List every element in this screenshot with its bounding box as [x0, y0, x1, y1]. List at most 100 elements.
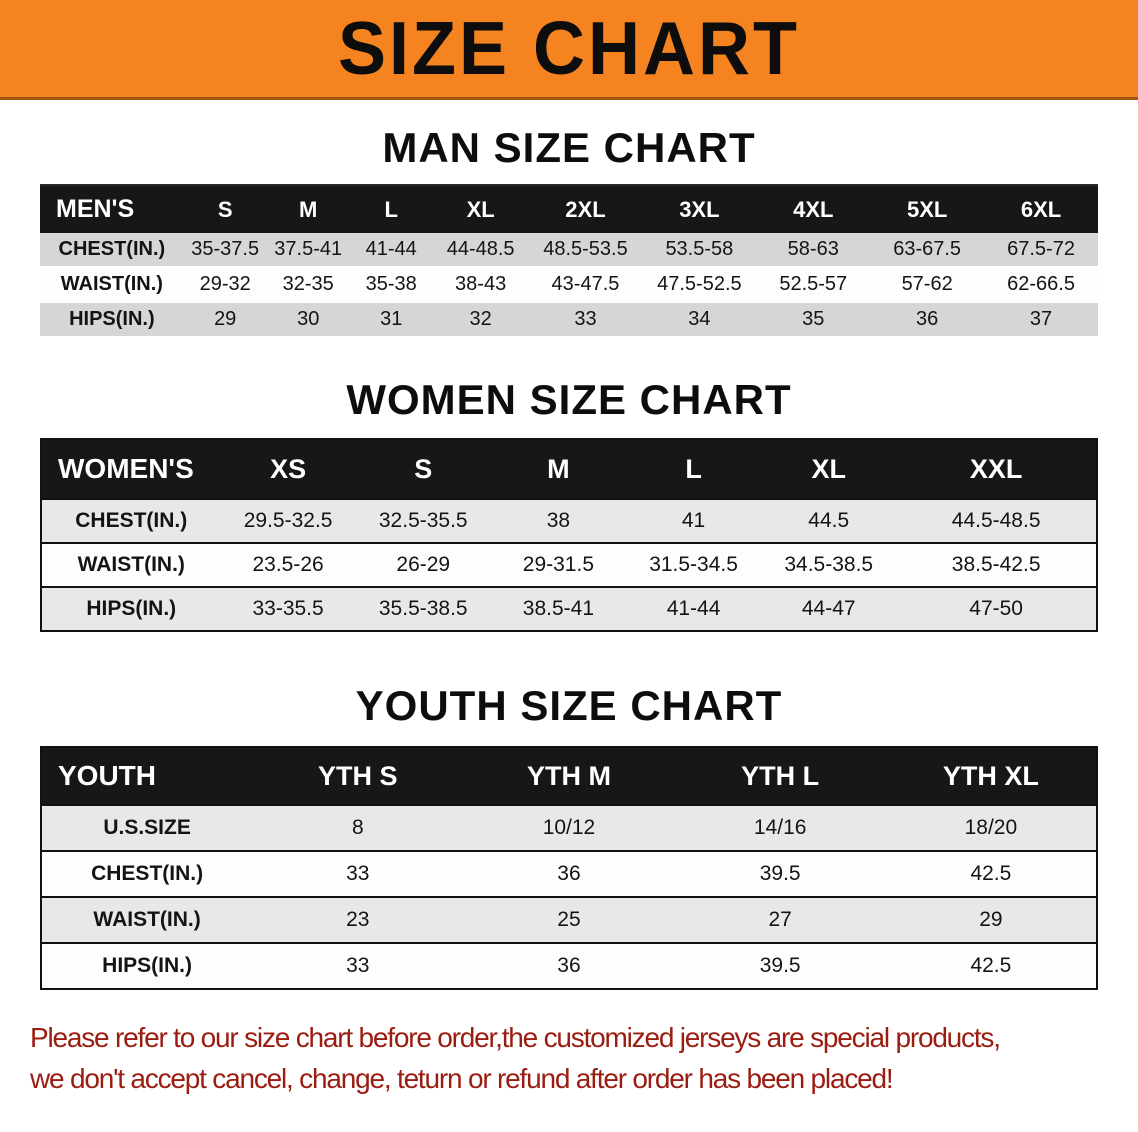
value-cell: 47.5-52.5	[642, 267, 757, 303]
row-label-cell: WAIST(IN.)	[93, 908, 201, 931]
value-cell: 29.5-32.5	[243, 509, 333, 532]
value-cell: 38	[546, 509, 571, 532]
value-cell: 53.5-58	[642, 233, 757, 268]
youth-size-table: YOUTH YTH S YTH M YTH L YTH XL U.S.SIZE 8 10/12…	[40, 746, 1098, 990]
value-cell: 39.5	[759, 862, 801, 885]
value-cell: 32	[432, 302, 529, 338]
value-cell: 42.5	[970, 954, 1012, 977]
value-cell: 57-62	[870, 267, 985, 303]
table-title-cell: WOMEN'S	[41, 439, 221, 499]
row-label-cell: CHEST(IN.)	[40, 233, 184, 268]
table-row: WAIST(IN.) 23.5-26 26-29 29-31.5 31.5-34.5 34…	[41, 543, 1097, 587]
row-label-cell: WAIST(IN.)	[77, 553, 185, 576]
size-header-cell: 6XL	[984, 185, 1098, 233]
value-cell: 39.5	[759, 954, 801, 977]
size-header-cell: 3XL	[642, 185, 757, 233]
size-header-cell: YTH XL	[885, 747, 1097, 805]
table-row: WAIST(IN.) 29-32 32-35 35-38 38-43 43-47.5 47.…	[40, 267, 1098, 303]
size-header-cell: M	[490, 439, 626, 499]
table-row: HIPS(IN.) 29 30 31 32 33 34 35 36 37	[40, 302, 1098, 338]
value-cell: 44.5	[808, 509, 850, 532]
value-cell: 38.5-41	[522, 597, 595, 620]
size-header-cell: 2XL	[528, 185, 643, 233]
value-cell: 26-29	[396, 553, 451, 576]
value-cell: 37	[984, 302, 1098, 338]
men-section-heading: MAN SIZE CHART	[382, 124, 756, 171]
row-label-cell: HIPS(IN.)	[40, 302, 184, 338]
size-header-cell: XL	[432, 185, 529, 233]
size-header-cell: L	[349, 185, 433, 233]
row-label-cell: U.S.SIZE	[103, 816, 191, 839]
men-size-table: MEN'S S M L XL 2XL 3XL 4XL 5XL 6XL CHEST(IN.) 35-37…	[40, 184, 1098, 338]
size-header-cell: XS	[220, 439, 356, 499]
row-label-cell: HIPS(IN.)	[86, 597, 177, 620]
table-title-cell: MEN'S	[40, 185, 184, 233]
value-cell: 31	[349, 302, 433, 338]
value-cell: 35-37.5	[183, 233, 267, 268]
size-header-cell: L	[625, 439, 762, 499]
value-cell: 36	[557, 954, 581, 977]
table-header-row: YOUTH YTH S YTH M YTH L YTH XL	[41, 747, 1097, 805]
value-cell: 43-47.5	[528, 267, 643, 303]
row-label-cell: CHEST(IN.)	[91, 862, 204, 885]
size-header-cell: S	[355, 439, 491, 499]
value-cell: 38.5-42.5	[951, 553, 1041, 576]
banner: SIZE CHART	[0, 0, 1138, 100]
size-header-cell: S	[183, 185, 267, 233]
value-cell: 41	[681, 509, 706, 532]
size-header-cell: M	[266, 185, 350, 233]
value-cell: 67.5-72	[984, 233, 1098, 268]
page-title: SIZE CHART	[338, 6, 800, 91]
value-cell: 29-32	[183, 267, 267, 303]
size-header-cell: YTH S	[252, 747, 464, 805]
value-cell: 44-47	[801, 597, 856, 620]
size-header-cell: 5XL	[870, 185, 985, 233]
value-cell: 18/20	[964, 816, 1018, 839]
row-label-cell: HIPS(IN.)	[102, 954, 193, 977]
value-cell: 14/16	[753, 816, 807, 839]
value-cell: 47-50	[969, 597, 1023, 620]
table-row: CHEST(IN.) 33 36 39.5 42.5	[41, 851, 1097, 897]
value-cell: 52.5-57	[756, 267, 871, 303]
value-cell: 23.5-26	[252, 553, 324, 576]
table-title-cell: YOUTH	[41, 747, 253, 805]
value-cell: 44.5-48.5	[951, 509, 1041, 532]
value-cell: 33	[346, 862, 370, 885]
table-header-row: MEN'S S M L XL 2XL 3XL 4XL 5XL 6XL	[40, 185, 1098, 233]
value-cell: 32.5-35.5	[378, 509, 468, 532]
value-cell: 35.5-38.5	[378, 597, 468, 620]
disclaimer: Please refer to our size chart before or…	[30, 1018, 1138, 1099]
disclaimer-line-1: Please refer to our size chart before or…	[30, 1022, 1001, 1053]
value-cell: 35-38	[349, 267, 433, 303]
value-cell: 48.5-53.5	[528, 233, 643, 268]
table-row: CHEST(IN.) 29.5-32.5 32.5-35.5 38 41 44.5 44.5…	[41, 499, 1097, 543]
table-row: CHEST(IN.) 35-37.5 37.5-41 41-44 44-48.5 48.5…	[40, 233, 1098, 268]
disclaimer-line-2: we don't accept cancel, change, teturn o…	[30, 1062, 894, 1094]
value-cell: 25	[557, 908, 581, 931]
table-row: WAIST(IN.) 23 25 27 29	[41, 897, 1097, 943]
value-cell: 33-35.5	[252, 597, 324, 620]
value-cell: 42.5	[970, 862, 1012, 885]
value-cell: 44-48.5	[432, 233, 529, 268]
value-cell: 34	[642, 302, 757, 338]
value-cell: 41-44	[666, 597, 721, 620]
value-cell: 23	[346, 908, 370, 931]
size-header-cell: 4XL	[756, 185, 871, 233]
value-cell: 8	[351, 816, 364, 839]
value-cell: 30	[266, 302, 350, 338]
value-cell: 35	[756, 302, 871, 338]
value-cell: 31.5-34.5	[649, 553, 738, 576]
table-header-row: WOMEN'S XS S M L XL XXL	[41, 439, 1097, 499]
row-label-cell: CHEST(IN.)	[75, 509, 188, 532]
value-cell: 32-35	[266, 267, 350, 303]
value-cell: 29-31.5	[522, 553, 595, 576]
value-cell: 36	[870, 302, 985, 338]
size-header-cell: XXL	[896, 439, 1097, 499]
youth-section-heading: YOUTH SIZE CHART	[355, 682, 783, 729]
value-cell: 36	[557, 862, 581, 885]
size-header-cell: YTH M	[463, 747, 675, 805]
section-women: WOMEN SIZE CHART WOMEN'S XS S M L XL XXL CHEST(…	[0, 376, 1138, 632]
value-cell: 38-43	[432, 267, 529, 303]
value-cell: 62-66.5	[984, 267, 1098, 303]
